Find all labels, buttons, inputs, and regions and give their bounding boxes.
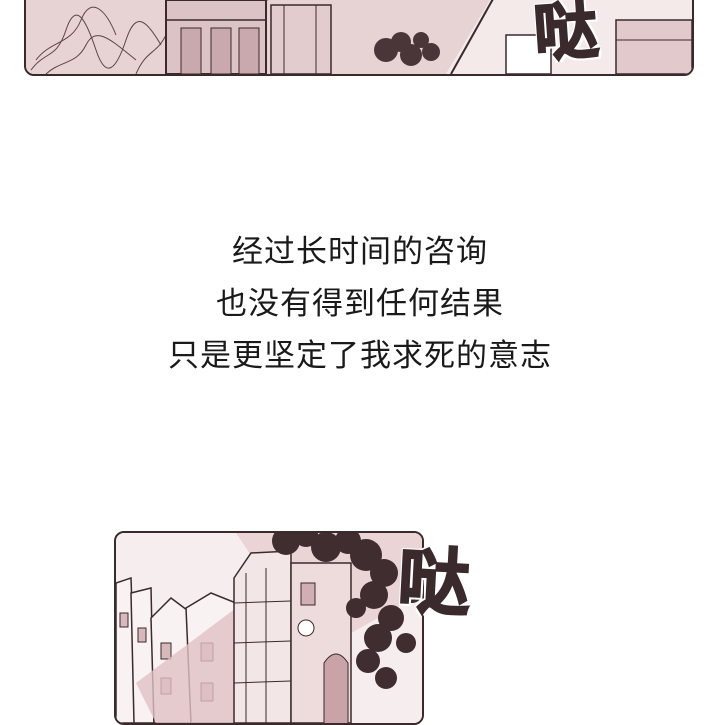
comic-panel-top [24, 0, 694, 76]
narration-caption: 经过长时间的咨询 也没有得到任何结果 只是更坚定了我求死的意志 [0, 226, 720, 382]
narration-line-3: 只是更坚定了我求死的意志 [168, 338, 552, 374]
narration-line-1: 经过长时间的咨询 [232, 234, 488, 270]
sound-effect-bottom: 哒 [395, 537, 471, 627]
sound-effect-top: 哒 [530, 0, 599, 72]
street-scene-illustration-top [26, 0, 692, 74]
comic-panel-bottom [114, 531, 424, 725]
narration-line-2: 也没有得到任何结果 [216, 286, 504, 322]
street-scene-illustration-bottom [116, 533, 422, 723]
